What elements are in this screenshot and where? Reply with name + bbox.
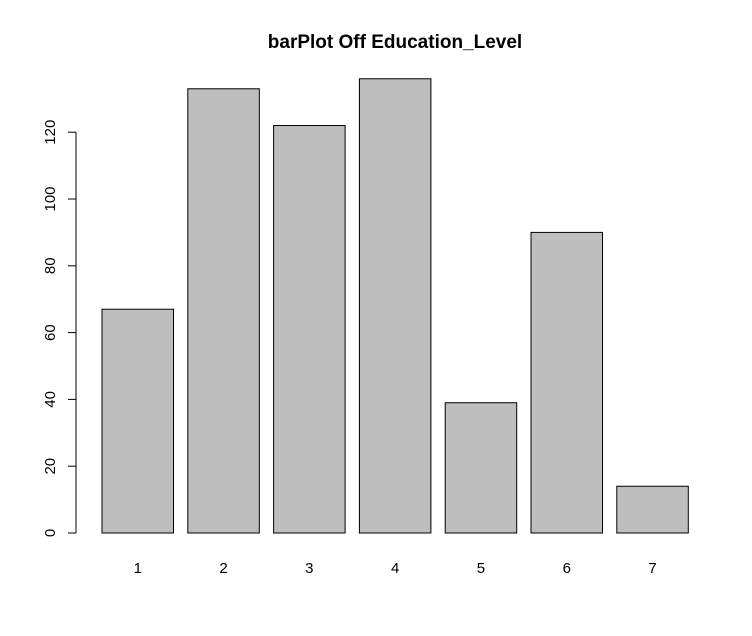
bar-5 [444, 402, 518, 534]
x-tick-label: 2 [219, 560, 227, 577]
y-tick-label: 20 [42, 458, 59, 475]
y-tick-label: 40 [42, 391, 59, 408]
y-tick-label: 80 [42, 257, 59, 274]
x-tick-label: 5 [477, 560, 485, 577]
bar-6 [530, 231, 603, 534]
y-tick-label: 60 [42, 324, 59, 341]
y-tick-label: 120 [42, 120, 59, 145]
bar-4 [358, 78, 432, 534]
y-tick-label: 100 [42, 186, 59, 211]
bar-1 [101, 308, 174, 534]
bar-3 [273, 125, 346, 534]
y-tick-label: 0 [42, 529, 59, 537]
x-tick-label: 3 [305, 560, 313, 577]
x-tick-label: 1 [134, 560, 142, 577]
x-tick-label: 4 [391, 560, 399, 577]
bar-2 [187, 88, 260, 534]
x-tick-label: 7 [648, 560, 656, 577]
bars [101, 78, 689, 534]
x-axis-labels: 1 2 3 4 5 6 7 [134, 560, 657, 577]
x-tick-label: 6 [563, 560, 571, 577]
chart-title: barPlot Off Education_Level [268, 32, 522, 53]
bar-7 [616, 485, 689, 534]
y-axis: 0 20 40 60 80 100 120 [42, 120, 77, 537]
